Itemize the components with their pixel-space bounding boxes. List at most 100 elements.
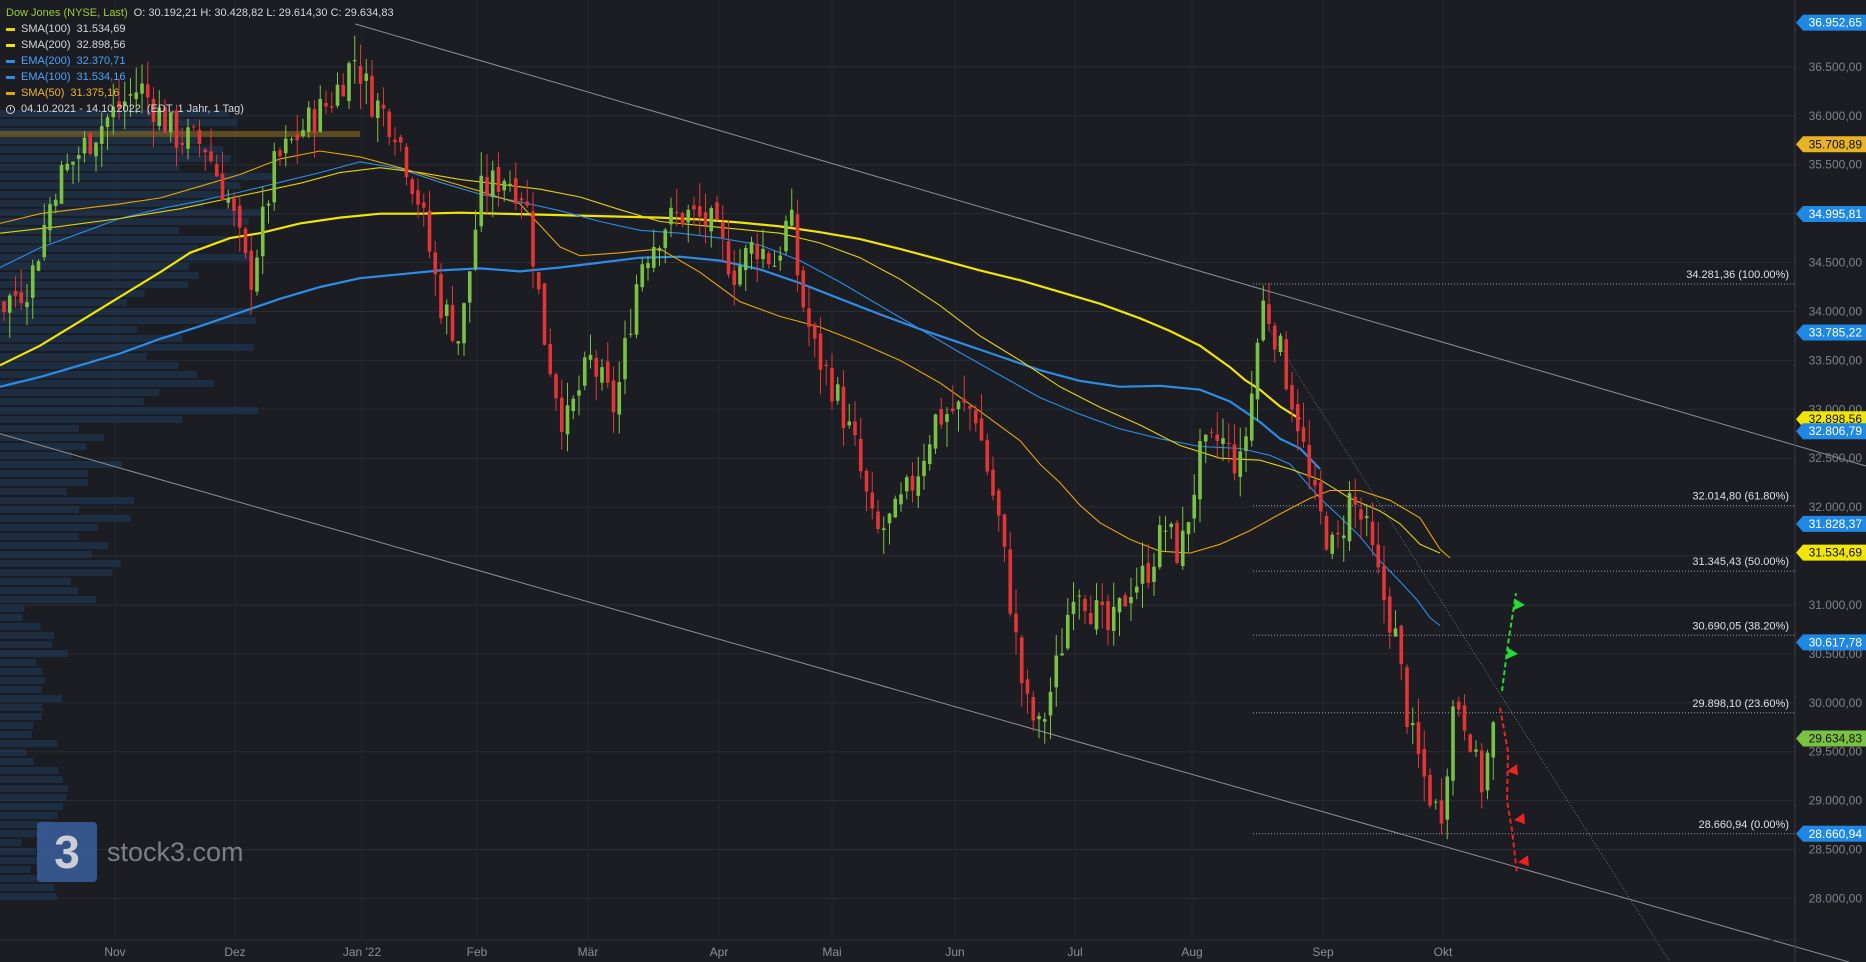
indicator-value: 31.534,16 [76,71,126,83]
candle-body [686,209,691,223]
candle-body [479,175,484,227]
candle-body [1232,444,1237,474]
down-arrow-head [1514,813,1525,825]
y-tick-label: 30.000,00 [1809,696,1863,710]
candle-body [59,165,64,204]
legend-title-row: Dow Jones (NYSE, Last) O: 30.192,21 H: 3… [6,5,394,21]
volume-bar [0,461,122,468]
y-tick-label: 29.500,00 [1809,745,1863,759]
indicator-value: 32.370,71 [76,55,126,67]
y-tick-label: 36.000,00 [1809,109,1863,123]
indicator-label: EMA(100) [21,71,71,83]
legend-ema100[interactable]: EMA(100) 31.534,16 [6,69,394,85]
stock3-logo: 3 stock3.com [37,822,244,882]
candle-body [1255,342,1260,400]
volume-bar [0,416,183,423]
candle-body [985,440,990,472]
candle-body [789,209,794,226]
candle-body [76,155,81,159]
volume-bar [0,740,58,747]
candle-body [1111,606,1116,631]
candle-body [697,206,702,217]
volume-bar [0,119,238,126]
volume-bar [0,893,57,900]
volume-bar [0,605,25,612]
candle-body [847,421,852,426]
volume-bar [0,587,78,594]
candle-body [962,398,967,403]
candle-body [835,384,840,401]
volume-bar [0,200,205,207]
price-label-bg [1796,14,1866,31]
candle-body [1347,493,1352,542]
volume-bar [0,137,200,144]
candle-body [243,228,248,254]
candle-body [807,308,811,327]
candle-body [899,494,903,505]
candle-body [1037,716,1041,720]
candle-body [542,283,547,345]
chart-legend: Dow Jones (NYSE, Last) O: 30.192,21 H: 3… [6,5,394,117]
volume-bar [0,650,68,657]
candle-body [812,324,817,339]
candle-body [628,333,633,335]
price-label-bg [1796,423,1866,440]
logo-mark: 3 [37,822,97,882]
volume-bar [0,380,215,387]
candle-body [1054,655,1059,688]
candle-body [766,253,771,265]
volume-bar [0,533,79,540]
volume-bar [0,263,189,270]
candle-body [571,398,576,412]
price-label-bg [1796,634,1866,651]
candle-body [1468,734,1473,752]
volume-bar [0,524,98,531]
candle-body [559,397,564,433]
candle-body [743,247,748,271]
fib-label: 34.281,36 (100.00%) [1686,269,1789,281]
candle-body [1439,800,1444,824]
fib-label: 28.660,94 (0.00%) [1698,819,1789,831]
candle-body [197,129,202,144]
candle-body [922,461,926,476]
y-tick-label: 29.000,00 [1809,794,1863,808]
candle-body [278,150,282,157]
candle-body [398,136,403,143]
candle-body [525,201,530,206]
candle-body [968,405,972,409]
legend-ema200[interactable]: EMA(200) 32.370,71 [6,53,394,69]
candle-body [1163,530,1168,532]
candle-body [853,421,857,436]
candle-body [577,390,581,396]
candle-body [1203,434,1208,442]
candle-body [956,401,961,410]
candle-body [1123,595,1128,607]
price-label: 30.617,78 [1809,635,1863,649]
candle-body [1364,516,1369,519]
candle-body [191,126,196,128]
candle-body [801,270,806,308]
candle-body [1106,601,1110,631]
candle-body [53,199,58,206]
legend-period: 04.10.2021 - 14.10.2022 (EDT, 1 Jahr, 1 … [6,101,394,117]
candle-body [772,265,777,267]
fib-label: 30.690,05 (38.20%) [1692,620,1789,632]
legend-sma100[interactable]: SMA(100) 31.534,69 [6,21,394,37]
candle-body [1186,522,1191,535]
volume-bar [0,776,63,783]
price-label-bg [1796,206,1866,223]
volume-bar [0,857,38,864]
up-arrow-head [1514,598,1525,610]
legend-sma50[interactable]: SMA(50) 31.375,16 [6,85,394,101]
volume-bar [0,803,64,810]
candle-body [255,257,259,292]
volume-bar [0,488,67,495]
candle-body [13,291,18,296]
volume-bar [0,362,179,369]
candle-body [1129,596,1133,604]
candle-body [393,139,397,143]
candle-body [1226,442,1231,444]
volume-bar [0,272,199,279]
legend-sma200[interactable]: SMA(200) 32.898,56 [6,37,394,53]
